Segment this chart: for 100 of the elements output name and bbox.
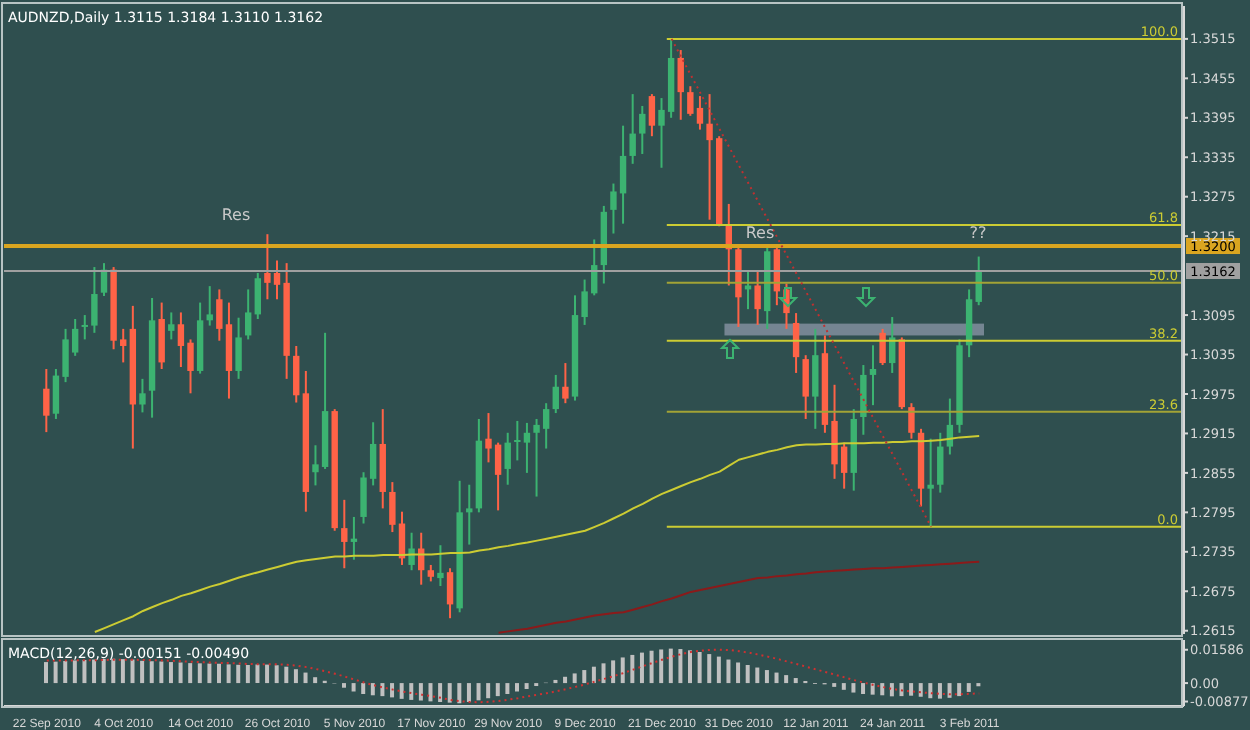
candlestick: [937, 431, 944, 494]
bar: [630, 654, 635, 684]
candlestick: [341, 498, 348, 570]
bar: [120, 659, 125, 684]
candlestick: [754, 270, 761, 326]
bar: [639, 652, 644, 684]
bar: [255, 664, 260, 684]
bar: [495, 683, 500, 697]
bar: [438, 683, 443, 703]
candlestick: [43, 367, 50, 434]
bar: [399, 683, 404, 699]
bar: [168, 662, 173, 684]
bar: [245, 665, 250, 684]
bar: [466, 683, 471, 703]
bar: [851, 683, 856, 693]
bar: [476, 683, 481, 701]
candlestick: [860, 364, 867, 436]
bar: [197, 663, 202, 684]
candlestick: [629, 93, 636, 165]
bar: [755, 667, 760, 684]
bar: [793, 678, 798, 684]
bar: [880, 683, 885, 696]
bar: [284, 666, 289, 684]
candlestick: [379, 408, 386, 510]
bar: [649, 650, 654, 684]
bar: [72, 660, 77, 684]
bar: [726, 659, 731, 684]
bar: [53, 661, 58, 684]
bar: [207, 663, 212, 684]
bar: [745, 665, 750, 684]
bar: [486, 683, 491, 699]
candlestick: [446, 567, 454, 620]
bar: [928, 683, 933, 699]
bar: [217, 663, 222, 684]
bar: [870, 683, 875, 695]
candlestick: [139, 377, 146, 414]
bar: [130, 659, 135, 684]
bar: [697, 651, 702, 684]
bar: [82, 659, 87, 684]
bar: [582, 670, 587, 684]
bar: [764, 670, 769, 684]
bar: [841, 683, 846, 690]
bar: [159, 661, 164, 684]
candlestick: [254, 271, 261, 321]
bar: [909, 683, 914, 696]
candlestick: [639, 104, 646, 155]
bar: [966, 683, 971, 692]
candlestick: [908, 402, 915, 440]
bar: [688, 650, 693, 684]
bar: [370, 683, 375, 696]
bar: [390, 683, 395, 698]
bar: [447, 683, 452, 703]
annotation: ??: [969, 224, 987, 242]
bar: [947, 683, 952, 698]
bar: [293, 669, 298, 684]
candlestick: [927, 437, 934, 528]
bar: [899, 683, 904, 697]
bar: [611, 660, 616, 684]
candlestick: [802, 354, 809, 420]
candlestick: [206, 285, 213, 327]
bar: [44, 662, 48, 684]
bar: [92, 659, 97, 684]
bar: [736, 662, 741, 684]
bar: [380, 683, 385, 697]
bar: [668, 648, 673, 684]
candlestick: [812, 327, 819, 430]
bar: [591, 666, 596, 684]
candlestick: [677, 49, 684, 121]
bar: [351, 683, 356, 692]
bar: [937, 683, 942, 699]
bar: [707, 654, 712, 684]
candlestick: [562, 362, 569, 405]
bar: [918, 683, 923, 697]
line-series: [497, 560, 981, 634]
annotation: Res: [745, 224, 775, 242]
bar: [601, 663, 606, 684]
bar: [111, 658, 116, 684]
candlestick: [293, 344, 300, 404]
bar: [428, 683, 433, 702]
candlestick: [408, 531, 415, 572]
bar: [678, 649, 683, 684]
bar: [716, 656, 721, 684]
bar: [524, 683, 529, 689]
bar: [265, 664, 270, 684]
bar: [178, 662, 183, 684]
candlestick: [735, 244, 742, 328]
candlestick: [648, 93, 656, 138]
candlestick: [466, 483, 473, 546]
bar: [515, 683, 519, 692]
bar: [957, 683, 962, 697]
candlestick: [504, 431, 511, 486]
annotation: Res: [221, 206, 251, 224]
bar: [861, 683, 866, 695]
candlestick: [879, 327, 886, 367]
candlestick: [158, 301, 165, 370]
bar: [188, 663, 193, 684]
candlestick: [869, 344, 877, 407]
bar: [140, 660, 145, 684]
bar: [563, 676, 568, 684]
bar: [63, 661, 68, 684]
